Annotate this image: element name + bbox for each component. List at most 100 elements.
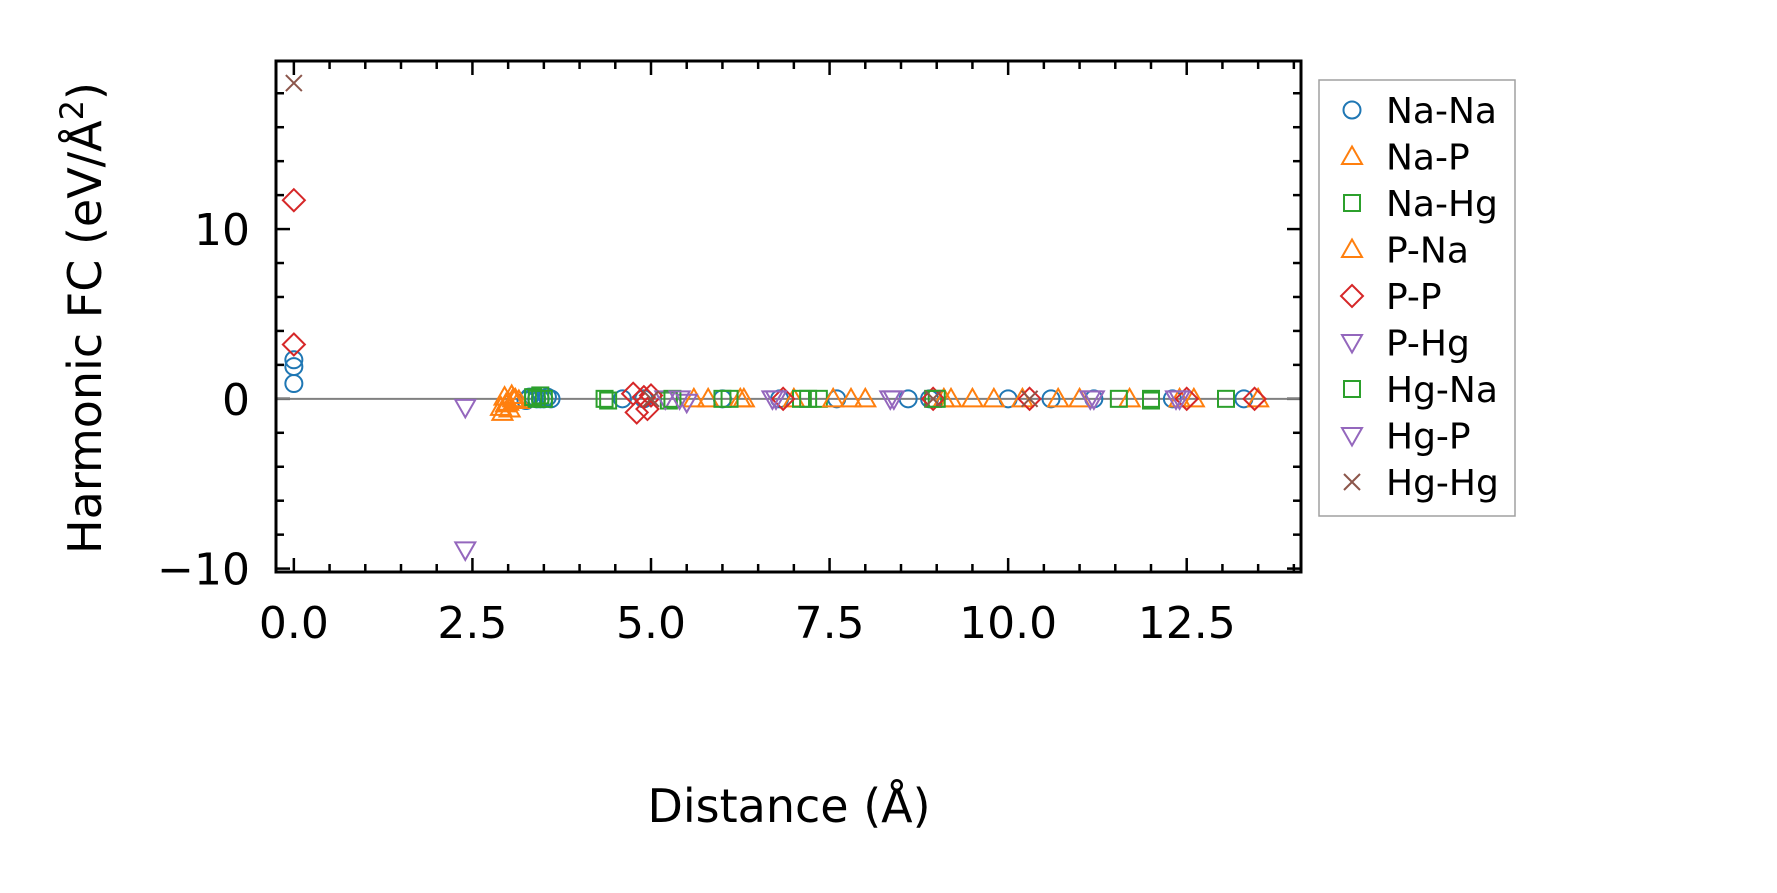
legend-label-p-na: P-Na: [1386, 231, 1469, 272]
legend-item-na-na: Na-Na: [1342, 91, 1497, 132]
data-point-p-na: [501, 386, 525, 408]
data-point-p-p: [1242, 386, 1267, 412]
series-p-p: [281, 187, 1267, 425]
data-point-na-p: [982, 386, 1006, 408]
data-point-na-hg: [1217, 389, 1235, 408]
series-hg-hg: [285, 74, 1039, 408]
legend-marker-hg-p: [1340, 427, 1364, 448]
legend-item-na-hg: Na-Hg: [1343, 184, 1498, 225]
plot-frame: [274, 59, 1303, 574]
data-point-hg-na: [599, 391, 618, 410]
data-point-na-hg: [1109, 389, 1128, 408]
data-point-p-p: [635, 396, 660, 422]
data-point-hg-na: [1142, 389, 1160, 408]
data-point-hg-na: [534, 389, 553, 408]
legend-marker-hg-na: [1343, 380, 1361, 398]
legend-marker-hg-hg: [1343, 473, 1361, 491]
tick-labels-layer: 0.0 2.5 5.0 7.5 10.0 12.5 −10 0 10: [157, 205, 1236, 649]
data-point-na-na: [284, 350, 304, 370]
data-point-p-p: [920, 386, 946, 412]
data-point-p-hg: [453, 398, 478, 420]
x-tick-label: 2.5: [437, 598, 507, 649]
x-marker-stroke: [285, 74, 303, 92]
y-axis-label-close: ): [58, 82, 112, 100]
x-tick-label: 10.0: [959, 598, 1057, 649]
data-point-na-hg: [595, 389, 614, 408]
data-point-p-p: [1174, 386, 1200, 412]
data-point-hg-hg: [924, 390, 942, 408]
legend-label-hg-na: Hg-Na: [1386, 370, 1498, 411]
x-axis-label: Distance (Å): [647, 779, 930, 833]
legend-item-p-na: P-Na: [1340, 231, 1469, 272]
legend-label-hg-hg: Hg-Hg: [1386, 463, 1499, 504]
data-point-na-p: [696, 386, 720, 408]
data-point-na-p: [839, 386, 863, 408]
data-point-hg-p: [667, 390, 692, 411]
x-tick-label: 0.0: [259, 598, 329, 649]
data-point-p-p: [631, 384, 657, 410]
legend-item-hg-na: Hg-Na: [1343, 370, 1498, 411]
legend-label-p-p: P-P: [1386, 277, 1442, 318]
data-point-na-p: [1182, 386, 1206, 408]
data-point-hg-hg: [1020, 390, 1039, 408]
legend-item-na-p: Na-P: [1340, 138, 1470, 179]
data-point-na-hg: [531, 386, 550, 405]
legend-label-hg-p: Hg-P: [1386, 417, 1471, 458]
legend-label-p-hg: P-Hg: [1386, 324, 1470, 365]
data-point-hg-p: [764, 390, 788, 411]
data-point-p-p: [770, 386, 796, 412]
legend-marker-p-p: [1339, 283, 1365, 309]
x-marker-stroke: [1343, 473, 1361, 491]
data-point-p-na: [821, 386, 845, 408]
legend-marker-na-hg: [1343, 194, 1361, 212]
data-point-p-na: [1167, 386, 1192, 408]
legend-item-hg-p: Hg-P: [1340, 417, 1471, 458]
legend-item-p-p: P-P: [1339, 277, 1442, 318]
data-point-na-p: [1046, 386, 1070, 408]
data-point-p-p: [281, 187, 307, 213]
x-tick-label: 7.5: [795, 598, 865, 649]
legend-label-na-p: Na-P: [1386, 138, 1470, 179]
y-tick-label: −10: [157, 545, 250, 596]
data-point-p-p: [1017, 386, 1042, 412]
data-point-p-p: [281, 332, 307, 357]
data-point-na-na: [612, 389, 632, 409]
data-point-hg-p: [1078, 390, 1103, 411]
legend-marker-na-p: [1340, 144, 1364, 165]
legend-label-na-na: Na-Na: [1386, 91, 1497, 132]
legend-marker-p-hg: [1340, 334, 1364, 355]
legend: Na-Na Na-P Na-Hg P-Na P-P P-Hg Hg-Na Hg-P Hg-Hg: [1318, 79, 1516, 517]
x-tick-label: 5.0: [616, 598, 686, 649]
x-marker-stroke: [1020, 390, 1039, 408]
x-tick-label: 12.5: [1138, 598, 1236, 649]
y-axis-label: Harmonic FC (eV/Å2): [53, 82, 112, 554]
data-point-p-na: [682, 386, 706, 408]
data-point-na-p: [1117, 386, 1142, 408]
legend-item-p-hg: P-Hg: [1340, 324, 1470, 365]
legend-marker-p-na: [1340, 237, 1364, 258]
y-axis-label-main: Harmonic FC (eV/Å: [58, 120, 112, 554]
data-point-hg-p: [882, 390, 906, 411]
data-point-p-hg: [453, 541, 478, 562]
x-marker-stroke: [642, 390, 660, 408]
data-point-hg-hg: [285, 74, 303, 92]
data-point-na-p: [853, 386, 878, 408]
series-hg-na: [534, 389, 1160, 410]
y-axis-label-superscript: 2: [53, 100, 91, 120]
y-tick-label: 0: [222, 375, 250, 426]
x-marker-stroke: [924, 390, 942, 408]
data-point-hg-na: [799, 389, 818, 408]
legend-marker-na-na: [1342, 100, 1362, 120]
legend-items: Na-Na Na-P Na-Hg P-Na P-P P-Hg Hg-Na Hg-P Hg-Hg: [1339, 91, 1499, 504]
legend-label-na-hg: Na-Hg: [1386, 184, 1498, 225]
points-layer: [281, 74, 1270, 562]
data-point-hg-hg: [642, 390, 660, 408]
data-point-hg-na: [927, 389, 946, 408]
data-point-na-p: [507, 388, 531, 410]
data-point-hg-na: [720, 389, 739, 408]
data-point-p-na: [728, 386, 753, 408]
legend-item-hg-hg: Hg-Hg: [1343, 463, 1499, 504]
series-hg-p: [667, 390, 1188, 411]
data-point-na-na: [284, 357, 304, 377]
